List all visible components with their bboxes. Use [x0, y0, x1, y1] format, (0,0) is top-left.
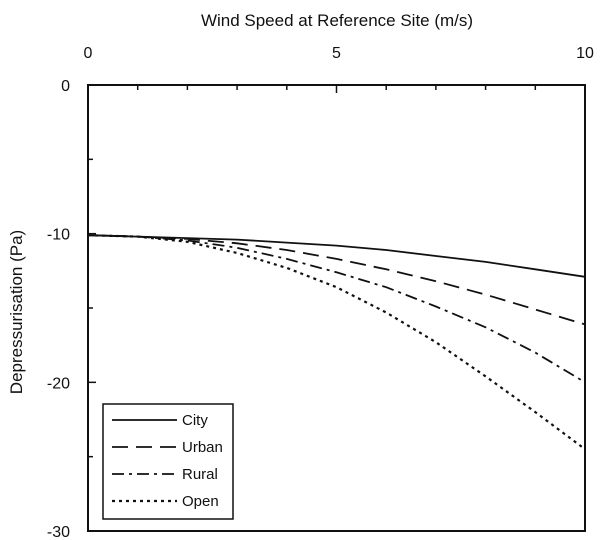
axis-ticks [87, 84, 586, 532]
series-lines [87, 234, 586, 451]
series-line-city [87, 234, 586, 278]
x-tick-label: 10 [576, 45, 594, 62]
legend-box [102, 403, 234, 520]
chart-title: Wind Speed at Reference Site (m/s) [201, 11, 473, 30]
legend: City Urban Rural Open [102, 403, 234, 520]
x-tick-label: 5 [332, 45, 341, 62]
series-line-urban [87, 234, 586, 326]
y-axis-label: Depressurisation (Pa) [7, 230, 26, 394]
x-tick-labels: 0 5 10 [84, 45, 594, 62]
series-line-open [87, 234, 586, 451]
y-tick-label: -30 [47, 524, 70, 540]
y-tick-label: -20 [47, 375, 70, 392]
legend-label-city: City [182, 412, 208, 429]
x-tick-label: 0 [84, 45, 93, 62]
y-tick-label: -10 [47, 227, 70, 244]
legend-label-rural: Rural [182, 466, 218, 483]
legend-label-urban: Urban [182, 439, 223, 456]
series-line-rural [87, 234, 586, 384]
y-tick-label: 0 [61, 78, 70, 95]
y-tick-labels: 0 -10 -20 -30 [47, 78, 70, 540]
legend-label-open: Open [182, 493, 219, 510]
